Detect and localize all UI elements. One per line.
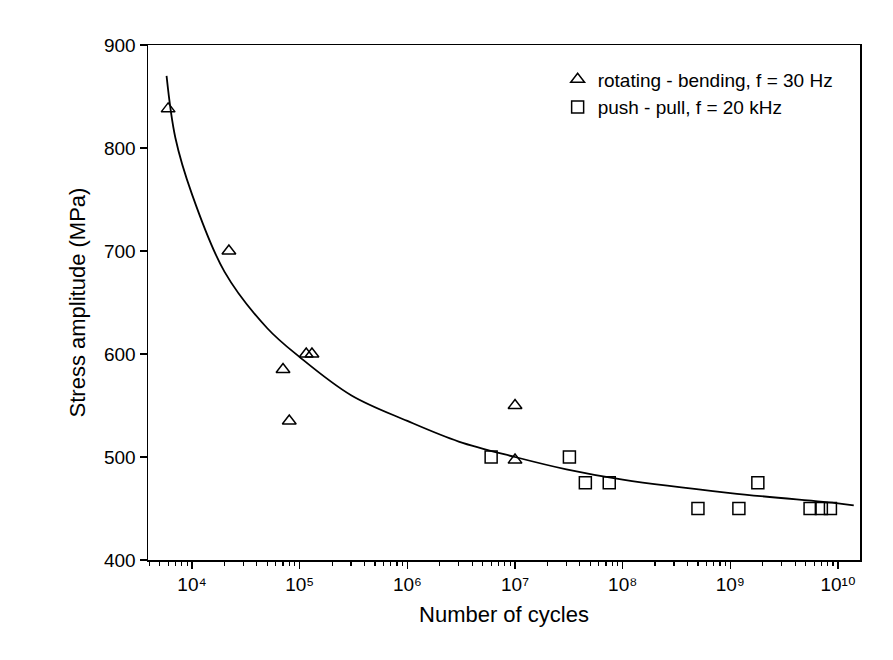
svg-text:10⁶: 10⁶ — [393, 574, 422, 595]
svg-text:rotating - bending, f = 30 Hz: rotating - bending, f = 30 Hz — [598, 70, 833, 91]
svg-text:400: 400 — [104, 550, 136, 571]
svg-text:600: 600 — [104, 344, 136, 365]
svg-text:700: 700 — [104, 241, 136, 262]
svg-text:10¹⁰: 10¹⁰ — [820, 574, 855, 595]
svg-text:10⁷: 10⁷ — [501, 574, 529, 595]
svg-text:push - pull, f = 20 kHz: push - pull, f = 20 kHz — [598, 97, 782, 118]
svg-text:500: 500 — [104, 447, 136, 468]
svg-text:10⁹: 10⁹ — [716, 574, 745, 595]
svg-text:Number of cycles: Number of cycles — [419, 602, 589, 627]
svg-text:800: 800 — [104, 138, 136, 159]
svg-text:Stress amplitude (MPa): Stress amplitude (MPa) — [65, 188, 90, 418]
svg-text:10⁸: 10⁸ — [608, 574, 637, 595]
svg-text:900: 900 — [104, 35, 136, 56]
svg-text:10⁴: 10⁴ — [177, 574, 206, 595]
svg-text:10⁵: 10⁵ — [285, 574, 314, 595]
